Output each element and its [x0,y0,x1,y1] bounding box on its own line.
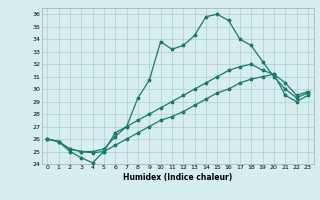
X-axis label: Humidex (Indice chaleur): Humidex (Indice chaleur) [123,173,232,182]
